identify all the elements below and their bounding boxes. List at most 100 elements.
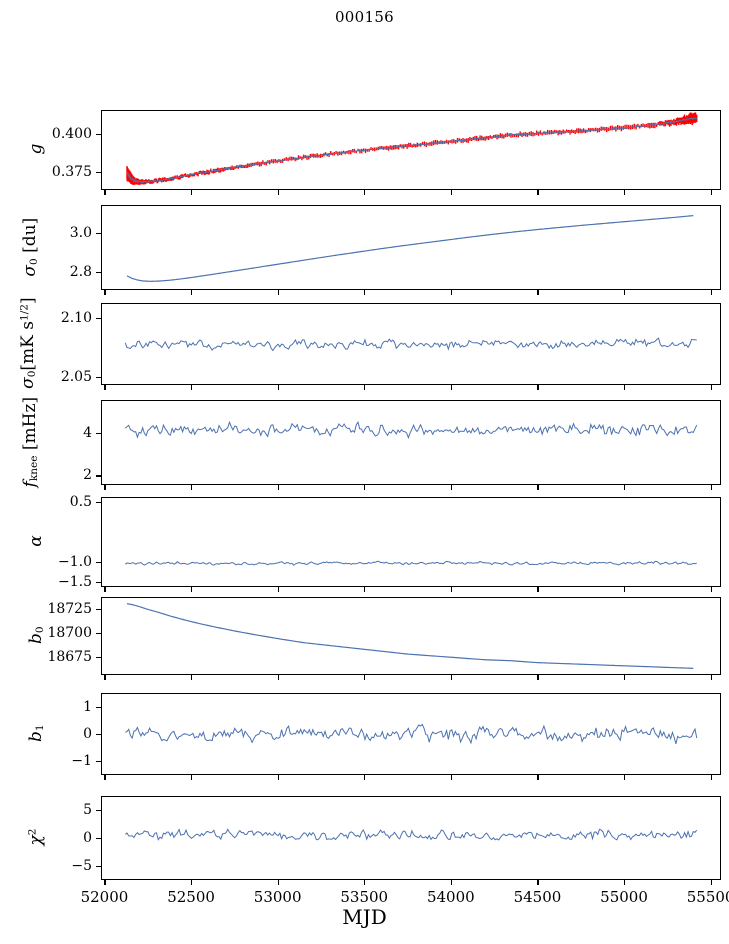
x-tick-mark <box>104 385 106 390</box>
y-tick-label: −1.0 <box>58 554 92 571</box>
y-tick-label: 0 <box>83 830 92 846</box>
y-tick-mark <box>96 609 101 611</box>
x-tick-mark <box>624 190 626 195</box>
y-tick-label: 0.400 <box>51 125 92 142</box>
series-sigma0_mKs <box>124 337 697 352</box>
x-tick-mark <box>191 675 193 680</box>
x-tick-mark <box>277 775 279 780</box>
x-tick-mark <box>104 190 106 195</box>
y-tick-mark <box>96 377 101 379</box>
x-tick-mark <box>624 675 626 680</box>
x-tick-label: 54000 <box>426 888 475 906</box>
y-tick-mark <box>96 133 101 135</box>
x-tick-mark <box>710 675 712 680</box>
x-tick-mark <box>191 385 193 390</box>
x-tick-mark <box>450 587 452 592</box>
x-tick-mark <box>191 880 193 885</box>
x-tick-mark <box>624 290 626 295</box>
x-tick-mark <box>537 485 539 490</box>
x-axis-label: MJD <box>342 905 387 929</box>
x-tick-mark <box>537 385 539 390</box>
x-tick-mark <box>624 880 626 885</box>
x-tick-mark <box>191 290 193 295</box>
x-tick-mark <box>624 587 626 592</box>
y-tick-label: 4 <box>83 424 92 441</box>
y-tick-label: 2.10 <box>60 309 92 326</box>
x-tick-mark <box>450 880 452 885</box>
x-tick-mark <box>104 880 106 885</box>
plot-panel-fknee <box>101 400 721 485</box>
x-tick-label: 53500 <box>340 888 389 906</box>
y-tick-mark <box>96 707 101 709</box>
x-tick-mark <box>364 190 366 195</box>
x-tick-mark <box>191 587 193 592</box>
y-tick-label: 2.05 <box>60 369 92 386</box>
x-tick-mark <box>277 385 279 390</box>
x-tick-label: 53000 <box>253 888 302 906</box>
y-tick-label: −1 <box>71 752 92 769</box>
x-tick-mark <box>537 675 539 680</box>
x-tick-mark <box>537 587 539 592</box>
x-tick-mark <box>710 880 712 885</box>
y-tick-mark <box>96 317 101 319</box>
plot-panel-alpha <box>101 497 721 587</box>
plot-panel-sigma0_mKs <box>101 303 721 385</box>
x-tick-mark <box>364 587 366 592</box>
x-tick-mark <box>364 880 366 885</box>
x-tick-mark <box>537 775 539 780</box>
x-tick-label: 55000 <box>600 888 648 906</box>
x-tick-mark <box>710 385 712 390</box>
x-tick-mark <box>104 485 106 490</box>
series-b1 <box>125 723 698 745</box>
series-chi2 <box>124 828 698 841</box>
x-tick-mark <box>277 675 279 680</box>
y-tick-mark <box>96 233 101 235</box>
y-tick-label: 0.375 <box>51 164 92 181</box>
y-tick-mark <box>96 271 101 273</box>
y-tick-label: −1.5 <box>58 574 92 591</box>
series-g <box>126 112 698 185</box>
x-tick-mark <box>537 290 539 295</box>
x-tick-mark <box>450 385 452 390</box>
series-fknee <box>124 420 698 440</box>
x-tick-mark <box>364 775 366 780</box>
x-tick-label: 55500 <box>686 888 729 906</box>
x-tick-label: 54500 <box>513 888 562 906</box>
y-tick-label: 0 <box>83 726 92 742</box>
y-tick-label: 5 <box>83 802 92 819</box>
x-tick-mark <box>624 485 626 490</box>
y-tick-mark <box>96 656 101 659</box>
y-tick-mark <box>96 633 101 635</box>
x-tick-mark <box>364 675 366 680</box>
series-b0 <box>126 603 694 669</box>
x-tick-mark <box>277 290 279 295</box>
x-tick-mark <box>277 485 279 490</box>
x-tick-label: 52000 <box>80 888 129 906</box>
x-tick-mark <box>624 385 626 390</box>
x-tick-mark <box>104 290 106 295</box>
y-tick-label: 18700 <box>47 625 92 642</box>
series-alpha <box>124 560 697 566</box>
y-tick-mark <box>96 865 101 867</box>
y-tick-mark <box>96 172 101 174</box>
x-tick-mark <box>277 880 279 885</box>
figure-title: 000156 <box>334 8 395 26</box>
y-tick-label: 0.5 <box>69 493 92 510</box>
y-tick-label: 18725 <box>47 601 92 618</box>
x-tick-mark <box>537 880 539 885</box>
y-tick-label: 2 <box>83 467 92 484</box>
y-tick-mark <box>96 810 101 812</box>
y-tick-mark <box>96 582 101 584</box>
series-sigma0_du <box>126 215 694 282</box>
x-tick-mark <box>364 290 366 295</box>
y-tick-mark <box>96 501 101 503</box>
y-tick-label: 2.8 <box>69 263 92 280</box>
x-tick-mark <box>450 675 452 680</box>
x-tick-mark <box>191 485 193 490</box>
x-tick-mark <box>450 485 452 490</box>
x-tick-mark <box>364 385 366 390</box>
y-tick-mark <box>96 838 101 840</box>
x-tick-mark <box>104 775 106 780</box>
x-tick-mark <box>710 775 712 780</box>
x-tick-mark <box>710 485 712 490</box>
